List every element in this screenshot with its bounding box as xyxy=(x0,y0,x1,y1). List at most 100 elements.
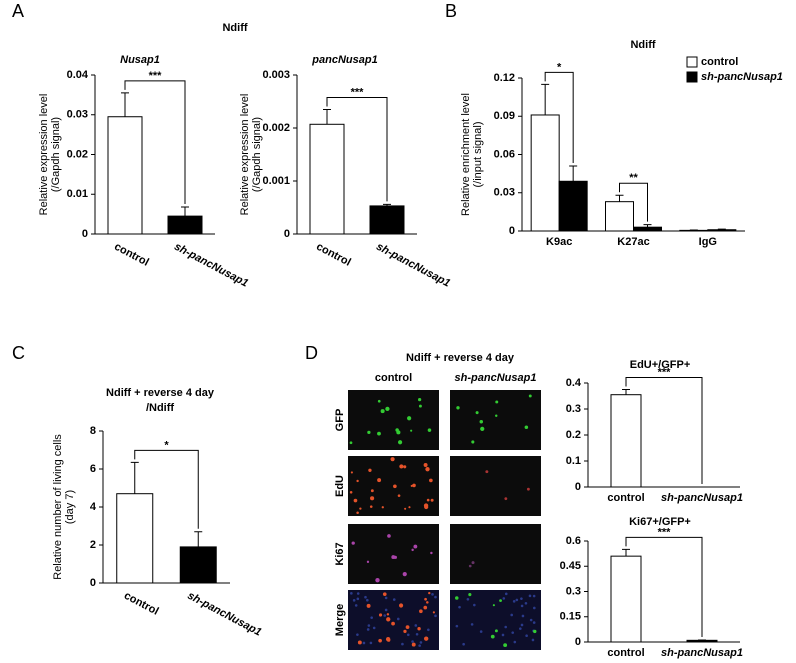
x-tick-label: sh-pancNusap1 xyxy=(172,241,250,290)
nucleus xyxy=(519,627,522,630)
nucleus xyxy=(455,624,459,628)
panel-label: B xyxy=(445,1,457,21)
cell xyxy=(403,629,407,634)
nucleus xyxy=(520,597,523,600)
nucleus xyxy=(479,630,483,633)
cell xyxy=(359,507,362,510)
row-label: Merge xyxy=(334,604,346,636)
y-tick-label: 8 xyxy=(90,425,96,437)
nucleus xyxy=(528,594,532,598)
micrograph xyxy=(450,524,541,584)
microscopy-title: Ndiff + reverse 4 day xyxy=(406,352,515,364)
bar xyxy=(167,215,203,235)
cell xyxy=(427,428,432,432)
x-tick-label: control xyxy=(112,241,151,269)
x-tick-label: K9ac xyxy=(546,236,572,248)
nucleus xyxy=(356,592,360,595)
nucleus xyxy=(356,597,360,601)
cell xyxy=(382,592,387,596)
cell xyxy=(351,541,355,545)
cell xyxy=(377,431,381,436)
cell xyxy=(407,416,412,421)
nucleus xyxy=(392,598,396,601)
cell xyxy=(378,638,382,643)
x-tick-label: control xyxy=(122,590,161,618)
nucleus xyxy=(510,613,514,617)
nucleus xyxy=(521,614,525,618)
significance-label: *** xyxy=(351,86,365,98)
error-bar xyxy=(615,194,624,202)
nucleus xyxy=(524,601,528,605)
cell xyxy=(495,414,498,417)
error-bar xyxy=(194,531,203,547)
bar xyxy=(116,493,154,584)
bar xyxy=(633,226,662,232)
bar xyxy=(605,201,634,232)
nucleus xyxy=(362,641,366,645)
error-bar xyxy=(717,228,726,230)
cell xyxy=(524,425,529,430)
cell xyxy=(399,464,404,469)
cell xyxy=(393,484,397,489)
cell xyxy=(403,465,407,469)
cell xyxy=(471,561,475,565)
legend-label: sh-pancNusap1 xyxy=(701,71,783,83)
error-bar xyxy=(569,165,578,182)
cell xyxy=(471,440,475,444)
cell xyxy=(503,643,508,648)
cell xyxy=(405,625,410,630)
bar xyxy=(369,205,405,235)
nucleus xyxy=(396,617,400,621)
cell xyxy=(402,571,407,577)
legend-swatch xyxy=(686,71,698,83)
y-tick-label: 0.02 xyxy=(67,148,88,160)
legend-swatch xyxy=(686,56,698,68)
y-tick-label: 0.06 xyxy=(494,148,515,160)
nucleus xyxy=(462,642,465,646)
nucleus xyxy=(434,614,437,618)
nucleus xyxy=(415,632,419,636)
y-tick-label: 0 xyxy=(90,577,96,589)
cell xyxy=(412,483,416,488)
y-tick-label: 0.01 xyxy=(67,188,88,200)
nucleus xyxy=(364,595,367,599)
cell xyxy=(408,506,411,509)
y-tick-label: 0 xyxy=(575,481,581,493)
cell xyxy=(349,441,353,445)
nucleus xyxy=(411,640,414,643)
cell xyxy=(377,399,381,403)
error-bar xyxy=(181,206,189,217)
cell xyxy=(396,430,401,435)
cell xyxy=(495,400,499,404)
cell xyxy=(411,548,414,552)
chart-title: /Ndiff xyxy=(146,402,174,414)
y-axis-label: (/input signal) xyxy=(472,121,484,187)
bar xyxy=(530,114,560,232)
significance-label: * xyxy=(164,439,169,451)
cell xyxy=(492,604,495,607)
nucleus xyxy=(352,599,356,602)
cell xyxy=(391,621,395,626)
cell xyxy=(423,463,428,467)
y-axis-label: Relative number of living cells xyxy=(52,434,64,580)
nucleus xyxy=(470,623,474,626)
cell xyxy=(424,597,427,601)
cell xyxy=(480,426,485,431)
cell xyxy=(350,471,353,474)
significance-label: *** xyxy=(658,526,672,538)
cell xyxy=(504,497,508,501)
nucleus xyxy=(354,604,358,607)
significance-label: * xyxy=(557,61,562,73)
cell xyxy=(366,603,371,608)
cell xyxy=(411,642,416,647)
x-tick-label: control xyxy=(607,647,644,659)
bar xyxy=(610,555,642,643)
cell xyxy=(381,506,384,509)
row-label: Ki67 xyxy=(334,542,346,565)
bar xyxy=(610,394,642,488)
cell xyxy=(413,544,418,549)
nucleus xyxy=(511,631,515,634)
nucleus xyxy=(366,628,370,631)
significance-label: *** xyxy=(149,70,163,82)
cell xyxy=(377,478,382,483)
